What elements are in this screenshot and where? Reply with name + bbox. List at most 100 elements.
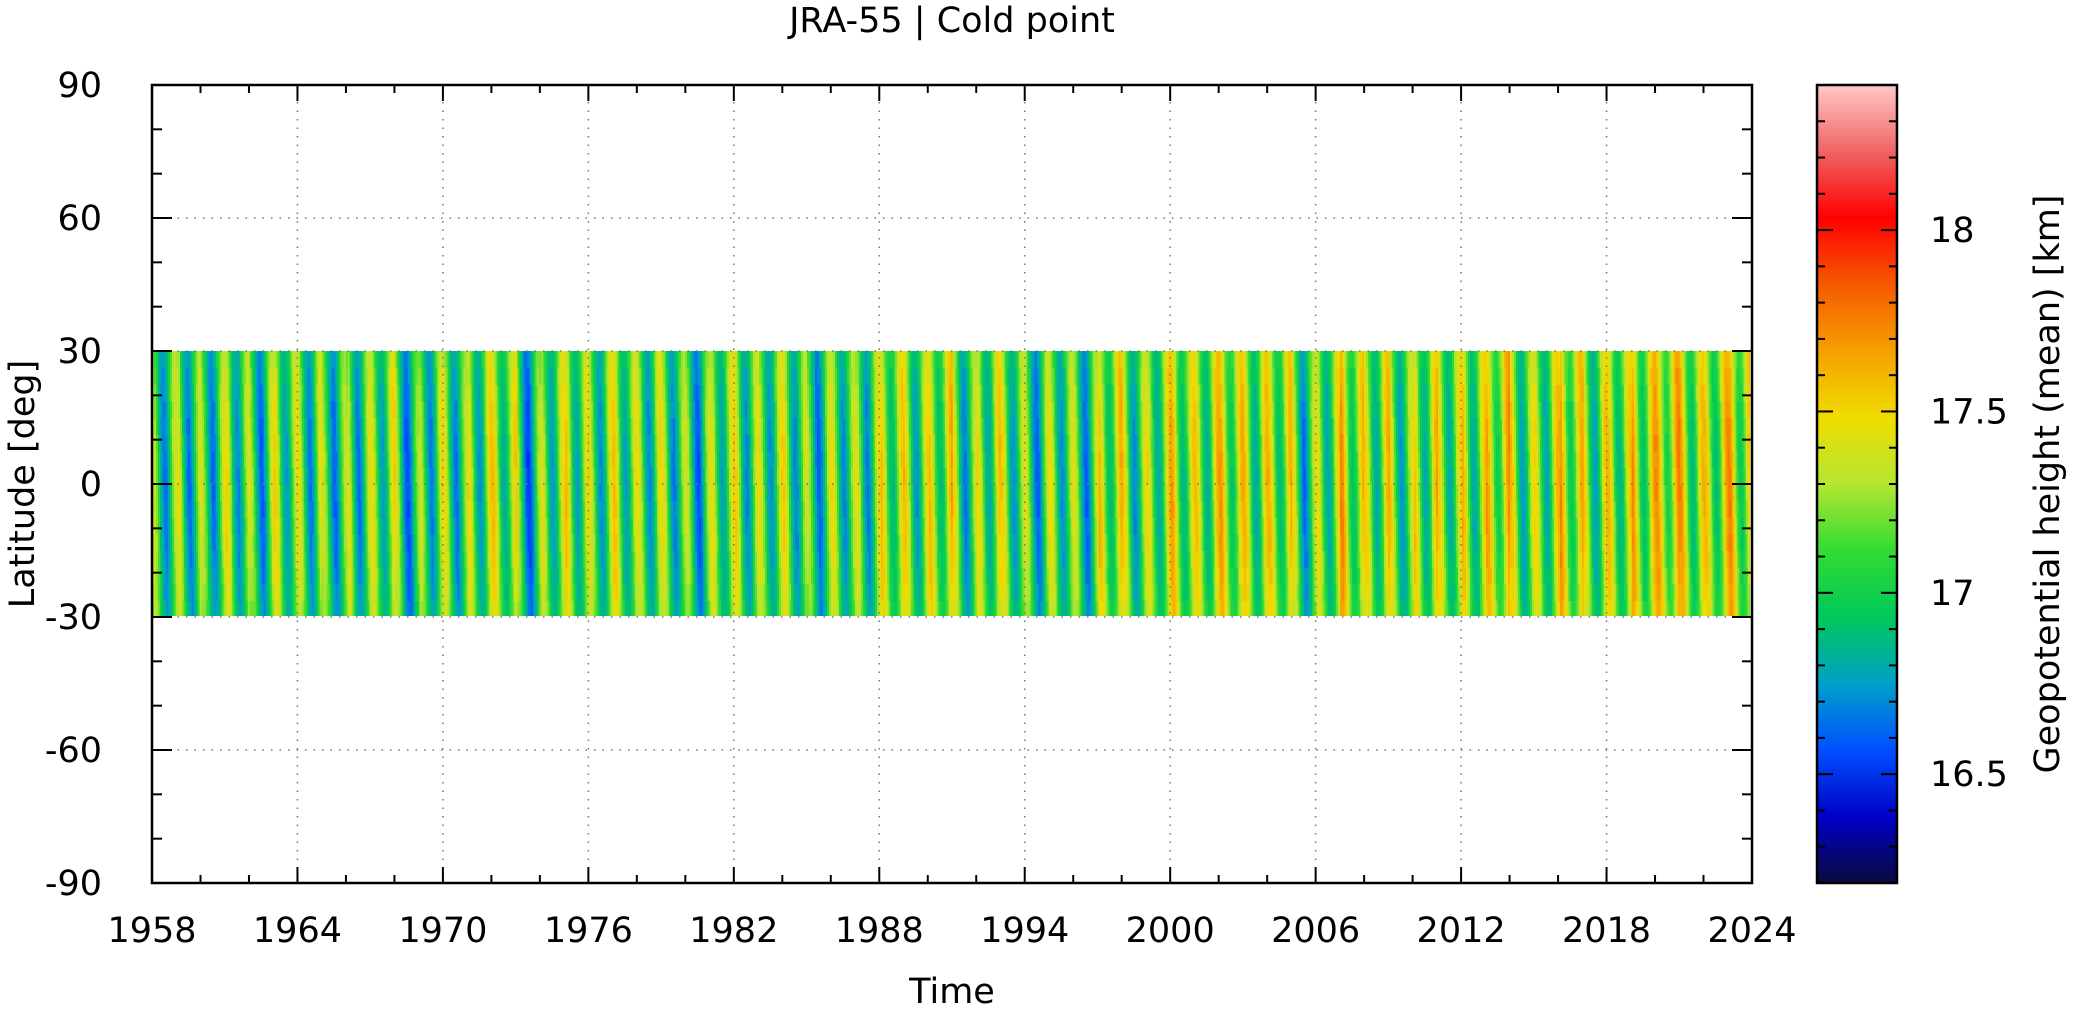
- heatmap-cell: [297, 533, 301, 552]
- heatmap-cell: [601, 600, 604, 616]
- heatmap-cell: [457, 450, 461, 468]
- heatmap-cell: [459, 583, 463, 601]
- heatmap-cell: [489, 384, 493, 402]
- heatmap-cell: [419, 583, 423, 601]
- heatmap-cell: [191, 384, 195, 402]
- heatmap-cell: [329, 567, 333, 585]
- heatmap-cell: [261, 400, 265, 419]
- heatmap-cell: [393, 550, 397, 568]
- heatmap-cell: [329, 384, 333, 402]
- heatmap-cell: [509, 351, 513, 369]
- heatmap-cell: [509, 417, 513, 435]
- heatmap-cell: [277, 367, 281, 385]
- heatmap-cell: [535, 400, 539, 419]
- heatmap-cell: [203, 351, 207, 369]
- heatmap-cell: [569, 351, 572, 369]
- heatmap-cell: [417, 400, 421, 419]
- heatmap-cell: [565, 484, 568, 502]
- heatmap-cell: [275, 400, 279, 419]
- heatmap-cell: [195, 567, 199, 585]
- heatmap-cell: [541, 500, 545, 518]
- heatmap-cell: [353, 500, 357, 518]
- heatmap-cell: [321, 533, 325, 552]
- heatmap-cell: [513, 450, 517, 468]
- heatmap-cell: [369, 484, 373, 502]
- heatmap-cell: [241, 583, 245, 601]
- heatmap-cell: [381, 417, 385, 435]
- heatmap-cell: [397, 367, 401, 385]
- heatmap-cell: [567, 367, 570, 385]
- heatmap-cell: [179, 417, 183, 435]
- heatmap-cell: [457, 434, 461, 452]
- heatmap-cell: [495, 583, 499, 601]
- heatmap-cell: [487, 367, 491, 385]
- heatmap-cell: [545, 484, 548, 502]
- heatmap-cell: [593, 400, 596, 419]
- heatmap-cell: [545, 550, 548, 568]
- heatmap-cell: [517, 450, 521, 468]
- heatmap-cell: [307, 567, 311, 585]
- heatmap-cell: [583, 484, 586, 502]
- heatmap-cell: [225, 434, 229, 452]
- heatmap-cell: [255, 351, 259, 369]
- heatmap-cell: [227, 500, 231, 518]
- heatmap-cell: [501, 550, 505, 568]
- heatmap-cell: [485, 417, 489, 435]
- heatmap-cell: [275, 517, 279, 535]
- heatmap-cell: [557, 517, 560, 535]
- heatmap-cell: [337, 567, 341, 585]
- heatmap-cell: [519, 351, 523, 369]
- heatmap-cell: [563, 417, 566, 435]
- heatmap-cell: [371, 450, 375, 468]
- heatmap-cell: [321, 434, 325, 452]
- heatmap-cell: [315, 467, 319, 485]
- heatmap-cell: [493, 533, 497, 552]
- heatmap-cell: [315, 351, 319, 369]
- heatmap-cell: [445, 550, 449, 568]
- heatmap-cell: [235, 450, 239, 468]
- heatmap-cell: [591, 533, 594, 552]
- heatmap-cell: [539, 351, 543, 369]
- heatmap-cell: [479, 417, 483, 435]
- heatmap-cell: [281, 583, 285, 601]
- heatmap-cell: [273, 417, 277, 435]
- heatmap-cell: [517, 550, 521, 568]
- heatmap-cell: [367, 384, 371, 402]
- heatmap-cell: [471, 417, 475, 435]
- heatmap-cell: [609, 450, 612, 468]
- heatmap-cell: [227, 450, 231, 468]
- heatmap-cell: [515, 517, 519, 535]
- heatmap-cell: [577, 467, 580, 485]
- heatmap-cell: [577, 450, 580, 468]
- heatmap-cell: [577, 583, 580, 601]
- heatmap-cell: [505, 450, 509, 468]
- heatmap-cell: [173, 400, 177, 419]
- heatmap-cell: [217, 550, 221, 568]
- heatmap-cell: [599, 367, 602, 385]
- heatmap-cell: [263, 500, 267, 518]
- heatmap-cell: [299, 567, 303, 585]
- heatmap-cell: [405, 517, 409, 535]
- heatmap-cell: [549, 367, 552, 385]
- heatmap-cell: [521, 567, 525, 585]
- heatmap-cell: [371, 567, 375, 585]
- heatmap-cell: [289, 484, 293, 502]
- heatmap-cell: [173, 384, 177, 402]
- heatmap-cell: [263, 533, 267, 552]
- heatmap-cell: [159, 351, 163, 369]
- heatmap-cell: [161, 550, 165, 568]
- heatmap-cell: [401, 400, 405, 419]
- heatmap-cell: [391, 500, 395, 518]
- heatmap-cell: [555, 467, 558, 485]
- heatmap-cell: [439, 351, 443, 369]
- heatmap-cell: [283, 400, 287, 419]
- heatmap-cell: [243, 600, 247, 616]
- heatmap-cell: [199, 484, 203, 502]
- heatmap-cell: [293, 550, 297, 568]
- heatmap-cell: [213, 384, 217, 402]
- heatmap-cell: [595, 484, 598, 502]
- heatmap-cell: [223, 434, 227, 452]
- heatmap-cell: [281, 533, 285, 552]
- heatmap-cell: [177, 417, 181, 435]
- heatmap-cell: [259, 417, 263, 435]
